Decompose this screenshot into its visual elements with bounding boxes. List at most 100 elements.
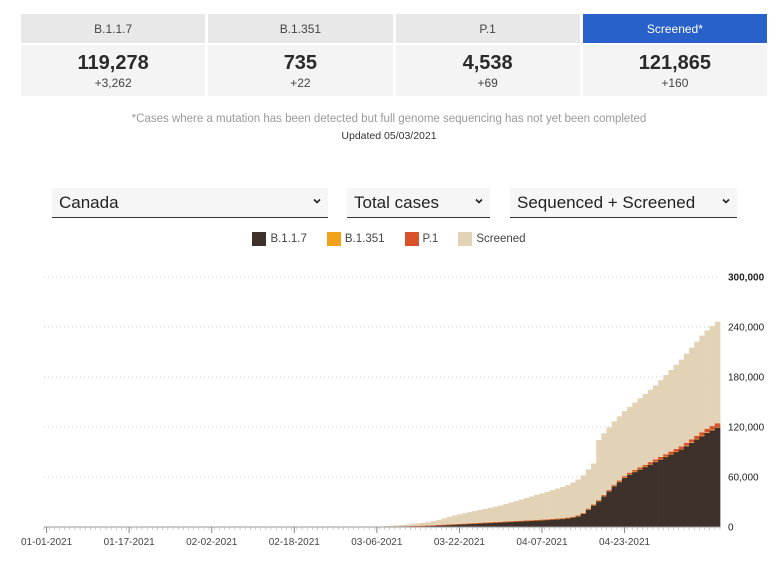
x-tick-label: 02-18-2021: [269, 537, 321, 548]
bar-segment: [652, 385, 659, 460]
bar-segment: [668, 454, 674, 527]
mode-select[interactable]: Sequenced + Screened: [510, 188, 737, 218]
bar-segment: [709, 430, 716, 527]
legend-item-b1351[interactable]: B.1.351: [326, 232, 385, 246]
bar-segment: [647, 462, 654, 465]
bar-segment: [487, 522, 494, 523]
legend-swatch: [404, 232, 419, 246]
y-tick-label: 0: [728, 523, 734, 534]
bar-segment: [446, 516, 453, 525]
bar-segment: [456, 523, 463, 525]
bar-segment: [451, 524, 458, 525]
bar-segment: [467, 523, 473, 527]
bar-segment: [534, 494, 540, 520]
bar-segment: [601, 494, 607, 496]
bar-segment: [482, 522, 489, 527]
bar-segment: [627, 474, 633, 527]
bar-segment: [431, 521, 437, 526]
bar-segment: [575, 479, 582, 516]
bar-segment: [694, 341, 700, 436]
bar-segment: [539, 519, 545, 521]
bar-segment: [689, 347, 695, 440]
card-b1351-label[interactable]: B.1.351: [208, 14, 393, 43]
card-p1-value: 4,538: [462, 51, 513, 74]
bar-segment: [461, 523, 468, 527]
bar-segment: [384, 526, 391, 527]
bar-segment: [498, 521, 504, 523]
bar-segment: [492, 522, 499, 523]
region-select[interactable]: Canada: [52, 188, 328, 218]
y-tick-label: 300,000: [728, 273, 765, 284]
bar-segment: [632, 471, 638, 473]
bar-segment: [498, 505, 504, 522]
card-b117: B.1.1.7 119,278 +3,262: [21, 14, 206, 96]
bar-segment: [652, 461, 659, 463]
card-b1351-delta: +22: [290, 75, 311, 90]
y-tick-label: 120,000: [728, 423, 765, 434]
bar-segment: [632, 402, 638, 471]
bar-segment: [709, 426, 716, 430]
bar-segment: [508, 502, 514, 522]
card-b117-label[interactable]: B.1.1.7: [21, 14, 206, 43]
bar-segment: [549, 519, 556, 527]
bar-segment: [689, 442, 695, 443]
chevron-down-icon: [722, 198, 730, 204]
bar-segment: [642, 467, 649, 527]
bar-segment: [523, 497, 530, 521]
card-p1-label[interactable]: P.1: [395, 14, 580, 43]
bar-segment: [420, 525, 427, 527]
bar-segment: [570, 517, 576, 527]
updated-date: Updated 05/03/2021: [341, 130, 437, 142]
bar-segment: [714, 426, 721, 428]
card-screened-label[interactable]: Screened*: [582, 14, 767, 43]
x-tick-label: 04-23-2021: [599, 537, 651, 548]
bar-segment: [482, 508, 489, 523]
bar-segment: [482, 522, 489, 524]
bar-segment: [694, 439, 700, 527]
bar-segment: [683, 442, 690, 446]
legend-label: B.1.351: [344, 233, 385, 245]
card-b1351-body: 735 +22: [208, 45, 393, 96]
bar-segment: [436, 525, 442, 527]
card-p1: P.1 4,538 +69: [395, 14, 580, 96]
bar-segment: [415, 523, 422, 526]
bar-segment: [508, 521, 514, 527]
bar-segment: [585, 509, 592, 510]
bar-segment: [668, 454, 674, 455]
bar-segment: [601, 433, 607, 495]
bar-segment: [637, 398, 643, 468]
bar-segment: [663, 456, 669, 458]
bar-segment: [554, 518, 561, 520]
card-b117-value: 119,278: [77, 51, 149, 74]
bar-segment: [405, 524, 411, 527]
bar-segment: [487, 522, 494, 527]
legend-item-p1[interactable]: P.1: [404, 232, 438, 246]
bar-segment: [637, 469, 643, 527]
bar-segment: [699, 432, 705, 436]
bar-segment: [436, 520, 442, 525]
bar-segment: [544, 519, 551, 520]
bar-segment: [420, 522, 427, 526]
bar-segment: [673, 451, 680, 453]
bar-segment: [683, 445, 690, 447]
bar-segment: [539, 520, 545, 527]
bar-segment: [694, 435, 700, 439]
bar-segment: [585, 508, 592, 510]
bar-segment: [570, 517, 576, 518]
legend-item-screened[interactable]: Screened: [458, 232, 526, 246]
bar-segment: [596, 500, 602, 502]
variant-cards: B.1.1.7 119,278 +3,262 B.1.351 735 +22 P…: [21, 14, 767, 96]
metric-select[interactable]: Total cases: [347, 188, 490, 218]
bar-segment: [611, 486, 618, 527]
bar-segment: [709, 326, 716, 427]
legend-item-b117[interactable]: B.1.1.7: [252, 232, 307, 246]
legend-label: Screened: [476, 233, 526, 245]
bar-segment: [549, 518, 556, 520]
bar-segment: [647, 464, 654, 527]
bar-segment: [668, 451, 674, 455]
bar-segment: [673, 448, 680, 452]
bar-segment: [431, 525, 437, 526]
card-screened-body: 121,865 +160: [582, 45, 767, 96]
bar-segment: [673, 364, 680, 449]
bar-segment: [554, 519, 561, 527]
